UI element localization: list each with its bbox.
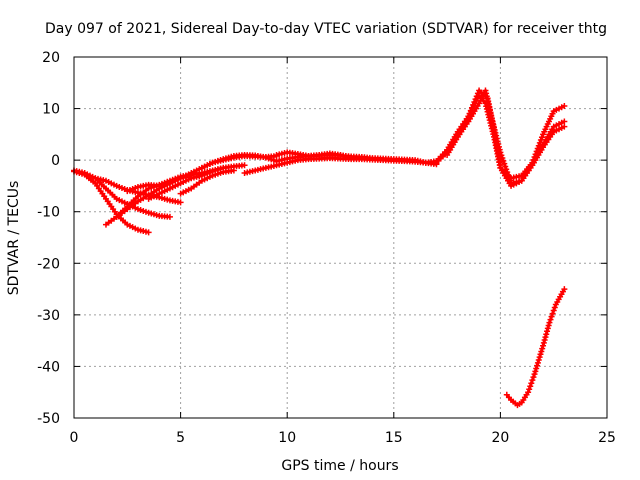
series-arc-1 xyxy=(71,168,152,236)
x-tick-label: 10 xyxy=(278,430,296,446)
data-point-marker xyxy=(530,156,537,163)
series-arc-10 xyxy=(241,155,429,177)
chart-title: Day 097 of 2021, Sidereal Day-to-day VTE… xyxy=(45,21,607,37)
y-tick-label: 0 xyxy=(51,153,60,169)
data-point-marker xyxy=(534,362,541,369)
data-point-marker xyxy=(546,319,553,326)
series-arc-8 xyxy=(177,167,237,197)
data-point-marker xyxy=(529,159,536,166)
data-point-marker xyxy=(541,336,548,343)
data-point-marker xyxy=(561,286,568,293)
data-point-marker xyxy=(177,199,184,206)
data-point-marker xyxy=(561,123,568,130)
data-point-marker xyxy=(548,313,555,320)
y-tick-label: -20 xyxy=(37,256,60,272)
series-arc-7 xyxy=(145,162,248,202)
y-tick-label: -40 xyxy=(37,359,60,375)
x-tick-label: 5 xyxy=(176,430,185,446)
data-point-marker xyxy=(502,163,509,170)
y-axis-label: SDTVAR / TECUs xyxy=(6,181,22,296)
data-point-marker xyxy=(504,169,511,176)
data-point-marker xyxy=(532,368,539,375)
data-point-marker xyxy=(529,377,536,384)
data-point-marker xyxy=(543,331,550,338)
y-tick-label: 20 xyxy=(42,50,60,66)
data-point-marker xyxy=(531,154,538,161)
data-point-marker xyxy=(538,134,545,141)
series-arc-14 xyxy=(444,92,568,189)
grid-lines xyxy=(74,57,607,418)
data-point-marker xyxy=(230,167,237,174)
y-tick-label: -50 xyxy=(37,411,60,427)
data-point-marker xyxy=(531,371,538,378)
data-point-marker xyxy=(532,151,539,158)
x-tick-label: 25 xyxy=(598,430,616,446)
data-point-marker xyxy=(348,154,355,161)
data-point-marker xyxy=(534,359,541,366)
data-point-marker xyxy=(500,157,507,164)
data-point-marker xyxy=(536,139,543,146)
data-point-marker xyxy=(503,166,510,173)
data-point-marker xyxy=(166,213,173,220)
data-point-marker xyxy=(534,145,541,152)
data-point-marker xyxy=(145,229,152,236)
data-point-marker xyxy=(551,304,558,311)
data-point-marker xyxy=(536,354,543,361)
series-arc-15 xyxy=(503,286,568,409)
x-axis-label: GPS time / hours xyxy=(281,458,398,474)
data-point-marker xyxy=(561,102,568,109)
plot-frame xyxy=(73,56,608,419)
data-point-marker xyxy=(526,386,533,393)
data-point-marker xyxy=(498,152,505,159)
data-point-marker xyxy=(561,118,568,125)
data-point-marker xyxy=(545,322,552,329)
data-point-marker xyxy=(525,389,532,396)
data-point-marker xyxy=(547,316,554,323)
data-point-marker xyxy=(533,148,540,155)
data-point-marker xyxy=(544,325,551,332)
x-tick-label: 20 xyxy=(491,430,509,446)
data-point-marker xyxy=(535,356,542,363)
y-tick-label: -10 xyxy=(37,205,60,221)
data-point-marker xyxy=(540,339,547,346)
data-point-marker xyxy=(539,345,546,352)
data-point-marker xyxy=(537,351,544,358)
data-point-marker xyxy=(544,328,551,335)
data-point-marker xyxy=(501,160,508,167)
data-point-marker xyxy=(535,142,542,149)
data-point-marker xyxy=(527,383,534,390)
x-tick-label: 15 xyxy=(385,430,403,446)
data-point-marker xyxy=(241,162,248,169)
data-point-marker xyxy=(499,155,506,162)
data-point-marker xyxy=(549,310,556,317)
data-point-marker xyxy=(550,307,557,314)
x-tick-label: 0 xyxy=(70,430,79,446)
series-arc-11 xyxy=(273,149,355,161)
data-point-marker xyxy=(538,348,545,355)
data-point-marker xyxy=(540,342,547,349)
data-point-marker xyxy=(537,137,544,144)
y-tick-label: 10 xyxy=(42,102,60,118)
data-point-marker xyxy=(528,380,535,387)
y-tick-label: -30 xyxy=(37,308,60,324)
data-point-marker xyxy=(530,374,537,381)
data-point-marker xyxy=(533,365,540,372)
data-point-marker xyxy=(542,334,549,341)
data-series xyxy=(71,87,568,409)
